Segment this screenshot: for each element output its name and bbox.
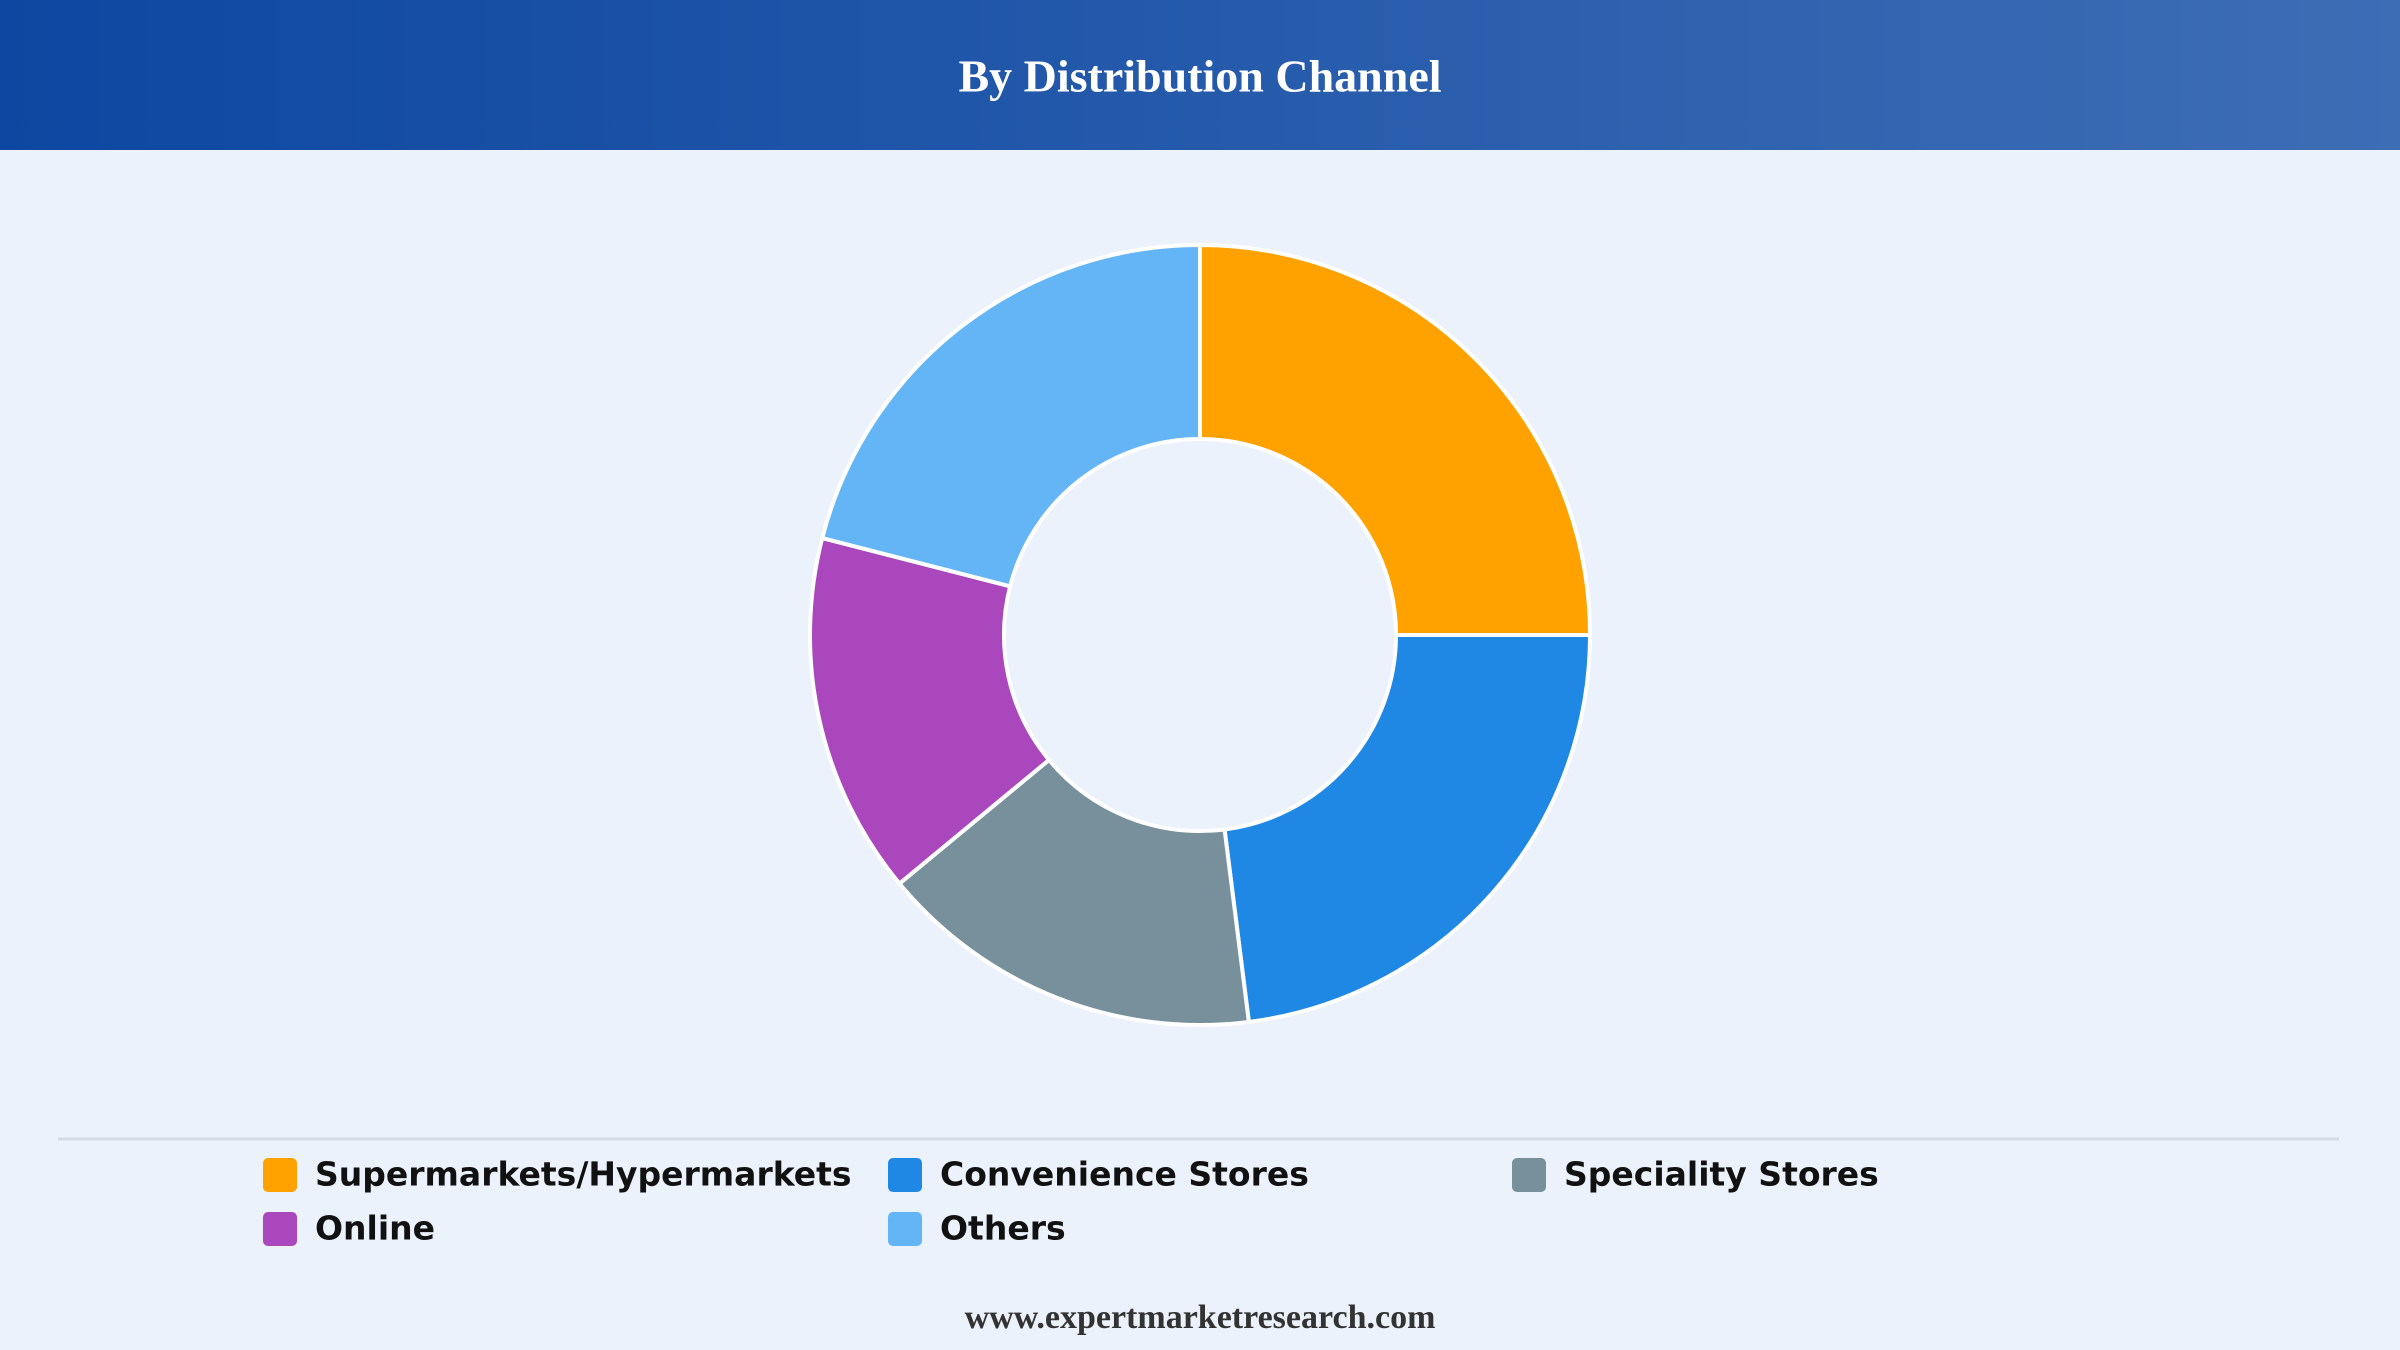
legend-label: Speciality Stores (1564, 1155, 1879, 1194)
legend-swatch (888, 1158, 922, 1192)
donut-segment (1198, 242, 1593, 637)
donut-segment (819, 242, 1202, 589)
donut-segment (1222, 633, 1593, 1025)
legend-swatch (263, 1158, 297, 1192)
legend-label: Others (940, 1209, 1066, 1248)
header-bar (0, 0, 2400, 150)
legend-swatch (888, 1212, 922, 1246)
legend-swatch (263, 1212, 297, 1246)
legend-label: Supermarkets/Hypermarkets (315, 1155, 852, 1194)
legend-label: Online (315, 1209, 435, 1248)
legend-label: Convenience Stores (940, 1155, 1309, 1194)
legend-swatch (1512, 1158, 1546, 1192)
chart-title: By Distribution Channel (958, 51, 1441, 102)
donut-segment (808, 535, 1052, 887)
footer-source: www.expertmarketresearch.com (965, 1299, 1436, 1336)
donut-segment (896, 757, 1252, 1027)
